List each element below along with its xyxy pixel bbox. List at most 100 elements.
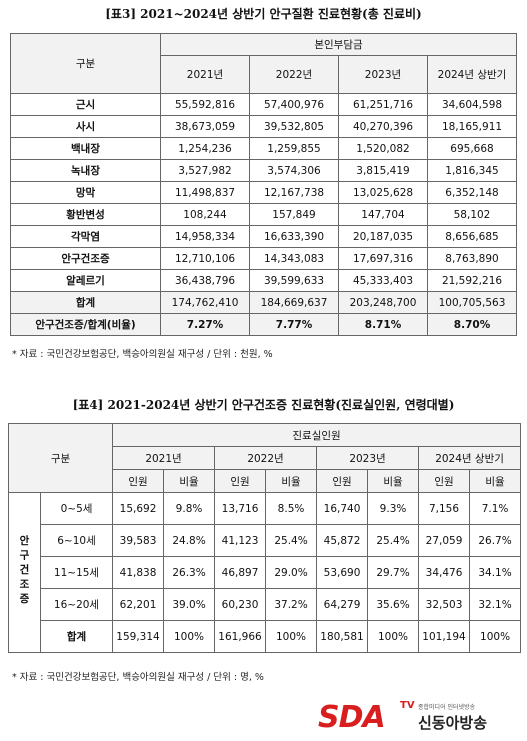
header-cell: 2024년 상반기 [418, 446, 522, 470]
cell: 100% [367, 620, 420, 653]
cell: 11,498,837 [160, 181, 250, 204]
header-cell: 진료실인원 [112, 423, 522, 447]
cell: 3,527,982 [160, 159, 250, 182]
cell: 6,352,148 [427, 181, 517, 204]
cell: 60,230 [214, 588, 267, 621]
row-label: 알레르기 [10, 269, 161, 292]
cell: 8.5% [265, 492, 318, 525]
header-cell: 구분 [7, 423, 114, 493]
cell: 27,059 [418, 524, 471, 557]
logo-tv: TV [400, 700, 415, 711]
cell: 108,244 [160, 203, 250, 226]
row-label: 망막 [10, 181, 161, 204]
header-row: 2021년 2022년 2023년 2024년 상반기 [11, 55, 517, 94]
cell: 39,599,633 [249, 269, 339, 292]
cell: 62,201 [112, 588, 165, 621]
total-row: 합계 159,314 100% 161,966 100% 180,581 100% 101,1… [9, 620, 522, 653]
logo-brand: SDA [318, 700, 386, 735]
cell: 101,194 [418, 620, 471, 653]
header-cell: 2024년 상반기 [427, 55, 517, 94]
cell: 38,673,059 [160, 115, 250, 138]
cell: 37.2% [265, 588, 318, 621]
header-cell: 본인부담금 [160, 33, 517, 56]
cell: 26.7% [469, 524, 522, 557]
header-cell: 2022년 [214, 446, 318, 470]
header-row: 구분 본인부담금 [10, 33, 517, 94]
row-label: 근시 [10, 93, 161, 116]
row-label: 16~20세 [39, 588, 114, 621]
row-label: 백내장 [10, 137, 161, 160]
data-row: 6~10세 39,583 24.8% 41,123 25.4% 45,872 25.4% 27… [9, 524, 522, 557]
cell: 159,314 [112, 620, 165, 653]
data-row: 백내장 1,254,236 1,259,855 1,520,082 695,668 [10, 137, 517, 160]
header-cell: 2023년 [316, 446, 420, 470]
cell: 26.3% [163, 556, 216, 589]
cell: 7.1% [469, 492, 522, 525]
cell: 46,897 [214, 556, 267, 589]
cell: 34,476 [418, 556, 471, 589]
cell: 41,838 [112, 556, 165, 589]
cell: 1,520,082 [338, 137, 428, 160]
table3-note: * 자료 : 국민건강보험공단, 백승아의원실 재구성 / 단위 : 천원, % [12, 349, 273, 360]
cell: 45,872 [316, 524, 369, 557]
cell: 8,656,685 [427, 225, 517, 248]
cell: 34.1% [469, 556, 522, 589]
cell: 36,438,796 [160, 269, 250, 292]
data-row: 안구건조증 12,710,106 14,343,083 17,697,316 8,763… [10, 247, 517, 270]
logo-tagline: 종합미디어 인터넷방송 [418, 704, 476, 711]
cell: 100% [163, 620, 216, 653]
cell: 32,503 [418, 588, 471, 621]
cell: 25.4% [265, 524, 318, 557]
cell: 12,710,106 [160, 247, 250, 270]
table3: 구분 본인부담금 2021년 2022년 2023년 2024년 상반기 근시 55,592,… [10, 33, 517, 336]
data-row: 각막염 14,958,334 16,633,390 20,187,035 8,656,6… [10, 225, 517, 248]
row-group-label: 안구건조증 [18, 534, 30, 608]
cell: 100,705,563 [427, 291, 517, 314]
data-row: 안구건조증/합계(비율) 7.27% 7.77% 8.71% 8.70% [10, 313, 517, 336]
data-row: 안구건조증 0~5세 15,692 9.8% 13,716 8.5% 16,740 9.3% 7… [8, 492, 522, 653]
cell: 39,583 [112, 524, 165, 557]
header-cell: 인원 [316, 469, 369, 493]
cell: 15,692 [112, 492, 165, 525]
header-cell: 인원 [112, 469, 165, 493]
logo-name: 신동아방송 [418, 714, 488, 732]
table3-title: [표3] 2021~2024년 상반기 안구질환 진료현황(총 진료비) [105, 7, 422, 21]
cell: 24.8% [163, 524, 216, 557]
header-row: 2021년 2022년 2023년 2024년 상반기 [9, 446, 522, 470]
cell: 100% [469, 620, 522, 653]
table4-note: * 자료 : 국민건강보험공단, 백승아의원실 재구성 / 단위 : 명, % [12, 672, 264, 683]
cell: 3,815,419 [338, 159, 428, 182]
header-cell: 인원 [418, 469, 471, 493]
cell: 13,716 [214, 492, 267, 525]
cell: 157,849 [249, 203, 339, 226]
cell: 29.7% [367, 556, 420, 589]
cell: 14,958,334 [160, 225, 250, 248]
cell: 34,604,598 [427, 93, 517, 116]
header-cell: 비율 [367, 469, 420, 493]
row-label: 11~15세 [39, 556, 114, 589]
data-row: 11~15세 41,838 26.3% 46,897 29.0% 53,690 29.7% 3… [9, 556, 522, 589]
data-row: 녹내장 3,527,982 3,574,306 3,815,419 1,816,345 [10, 159, 517, 182]
row-label: 각막염 [10, 225, 161, 248]
header-cell: 구분 [10, 33, 161, 94]
header-cell: 2022년 [249, 55, 339, 94]
cell: 8,763,890 [427, 247, 517, 270]
row-group: 안구건조증 [8, 492, 41, 653]
table4-title: [표4] 2021-2024년 상반기 안구건조증 진료현황(진료실인원, 연령… [72, 398, 455, 412]
cell: 7,156 [418, 492, 471, 525]
cell: 147,704 [338, 203, 428, 226]
cell: 12,167,738 [249, 181, 339, 204]
cell: 1,254,236 [160, 137, 250, 160]
cell: 55,592,816 [160, 93, 250, 116]
row-label: 사시 [10, 115, 161, 138]
row-label: 녹내장 [10, 159, 161, 182]
data-row: 황반변성 108,244 157,849 147,704 58,102 [10, 203, 517, 226]
cell: 57,400,976 [249, 93, 339, 116]
data-row: 망막 11,498,837 12,167,738 13,025,628 6,352,14… [10, 181, 517, 204]
data-row: 근시 55,592,816 57,400,976 61,251,716 34,604,5… [10, 93, 517, 116]
cell: 3,574,306 [249, 159, 339, 182]
cell: 9.3% [367, 492, 420, 525]
header-cell: 비율 [265, 469, 318, 493]
header-cell: 비율 [469, 469, 522, 493]
